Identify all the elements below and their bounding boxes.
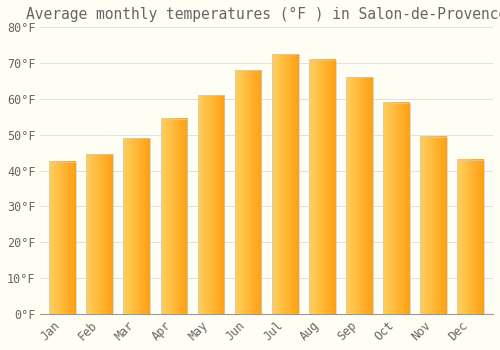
Bar xyxy=(198,95,224,314)
Bar xyxy=(86,154,113,314)
Bar xyxy=(235,70,262,314)
Bar xyxy=(49,162,76,314)
Bar xyxy=(346,77,373,314)
Bar xyxy=(309,60,336,314)
Bar xyxy=(272,54,298,314)
Bar xyxy=(124,138,150,314)
Bar xyxy=(383,103,410,314)
Bar xyxy=(420,136,447,314)
Title: Average monthly temperatures (°F ) in Salon-de-Provence: Average monthly temperatures (°F ) in Sa… xyxy=(26,7,500,22)
Bar xyxy=(458,160,484,314)
Bar xyxy=(160,119,188,314)
